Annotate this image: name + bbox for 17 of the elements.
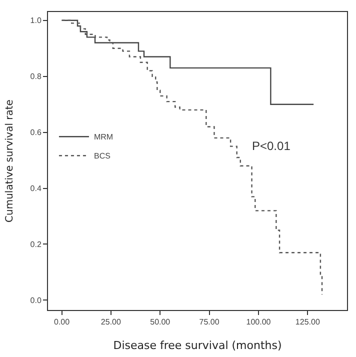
y-axis-title: Cumulative survival rate <box>4 100 16 222</box>
x-tick-label: 75.00 <box>199 318 220 327</box>
legend-label: MRM <box>94 132 114 142</box>
y-tick-label: 0.6 <box>30 128 42 138</box>
x-tick-label: 25.00 <box>100 318 122 327</box>
y-tick-label: 0.2 <box>30 240 42 250</box>
x-tick-label: 125.00 <box>295 318 320 327</box>
y-tick-label: 1.0 <box>30 16 42 26</box>
annotation: P<0.01 <box>252 139 291 153</box>
y-tick-label: 0.0 <box>30 296 42 306</box>
x-tick-label: 100.00 <box>246 318 272 327</box>
legend-label: BCS <box>94 152 110 161</box>
y-tick-label: 0.4 <box>30 184 42 194</box>
x-tick-label: 50.00 <box>150 318 171 327</box>
x-tick-label: 0.00 <box>54 318 70 327</box>
y-tick-label: 0.8 <box>30 72 42 82</box>
x-axis-title: Disease free survival (months) <box>113 338 282 352</box>
